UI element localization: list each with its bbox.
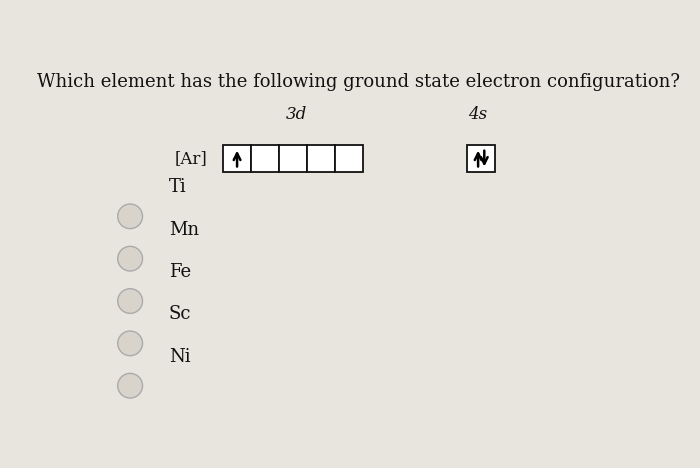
Text: [Ar]: [Ar] bbox=[175, 150, 208, 167]
Circle shape bbox=[118, 204, 143, 229]
Bar bbox=[251, 145, 279, 172]
Text: Mn: Mn bbox=[169, 220, 199, 239]
Text: 3d: 3d bbox=[286, 106, 307, 123]
Bar bbox=[279, 145, 307, 172]
Circle shape bbox=[118, 373, 143, 398]
Text: Which element has the following ground state electron configuration?: Which element has the following ground s… bbox=[37, 73, 680, 91]
Text: Ti: Ti bbox=[169, 178, 187, 196]
Bar bbox=[335, 145, 363, 172]
Text: Fe: Fe bbox=[169, 263, 191, 281]
Circle shape bbox=[118, 331, 143, 356]
Circle shape bbox=[118, 289, 143, 314]
Circle shape bbox=[118, 246, 143, 271]
Text: Ni: Ni bbox=[169, 348, 190, 366]
Bar bbox=[468, 145, 495, 172]
Text: Sc: Sc bbox=[169, 305, 191, 323]
Bar bbox=[307, 145, 335, 172]
Text: 4s: 4s bbox=[468, 106, 487, 123]
Bar bbox=[223, 145, 251, 172]
